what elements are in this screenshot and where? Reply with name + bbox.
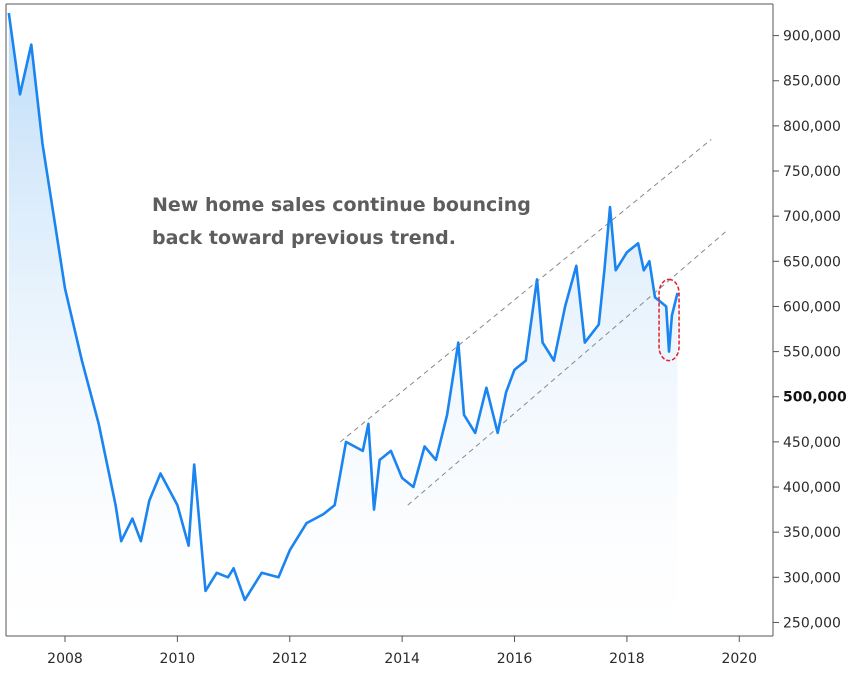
x-tick-label: 2012 bbox=[272, 651, 308, 667]
y-tick-label: 450,000 bbox=[783, 435, 841, 451]
x-tick-label: 2014 bbox=[384, 651, 420, 667]
annotation-text-line-1: New home sales continue bouncing bbox=[152, 194, 531, 216]
annotation-text-line-2: back toward previous trend. bbox=[152, 227, 456, 249]
series-line bbox=[7, 12, 679, 602]
y-tick-label: 500,000 bbox=[783, 390, 847, 406]
trend-line-1 bbox=[340, 139, 712, 443]
x-tick-label: 2008 bbox=[47, 651, 83, 667]
highlight-ellipse bbox=[658, 278, 680, 362]
y-tick-label: 700,000 bbox=[783, 209, 841, 225]
y-tick-label: 400,000 bbox=[783, 480, 841, 496]
y-tick-label: 600,000 bbox=[783, 299, 841, 315]
y-tick-label: 650,000 bbox=[783, 254, 841, 270]
y-tick-label: 300,000 bbox=[783, 570, 841, 586]
x-tick-label: 2020 bbox=[721, 651, 757, 667]
y-tick-label: 350,000 bbox=[783, 525, 841, 541]
x-tick-label: 2016 bbox=[497, 651, 533, 667]
y-tick-label: 550,000 bbox=[783, 345, 841, 361]
x-tick-label: 2018 bbox=[609, 651, 645, 667]
y-tick-label: 750,000 bbox=[783, 164, 841, 180]
series-area bbox=[8, 13, 678, 636]
x-tick-label: 2010 bbox=[160, 651, 196, 667]
y-tick-label: 850,000 bbox=[783, 74, 841, 90]
y-tick-label: 250,000 bbox=[783, 615, 841, 631]
y-tick-label: 900,000 bbox=[783, 29, 841, 45]
trend-line-2 bbox=[407, 229, 729, 506]
y-tick-label: 800,000 bbox=[783, 119, 841, 135]
